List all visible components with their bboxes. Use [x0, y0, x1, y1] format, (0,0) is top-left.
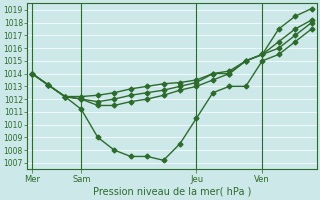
- X-axis label: Pression niveau de la mer( hPa ): Pression niveau de la mer( hPa ): [92, 187, 251, 197]
